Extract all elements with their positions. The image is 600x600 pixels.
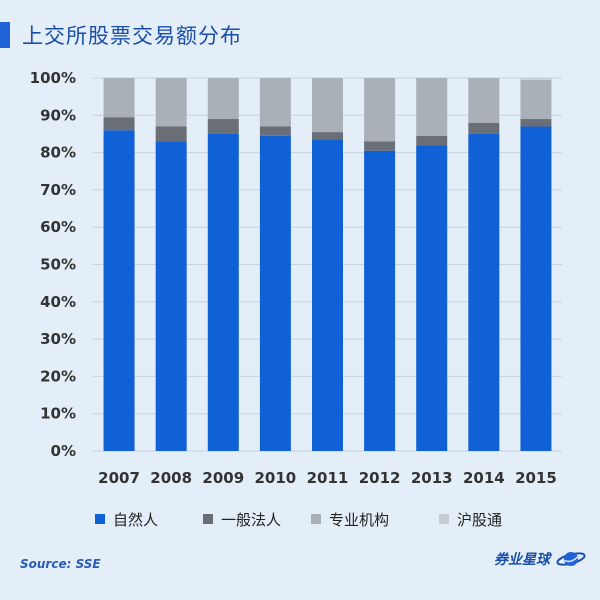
- legend-label: 自然人: [113, 511, 158, 529]
- legend-label: 专业机构: [329, 511, 389, 529]
- bar-segment: [155, 126, 187, 142]
- y-tick-label: 40%: [40, 293, 76, 311]
- bar-segment: [312, 132, 343, 140]
- planet-icon: [556, 552, 586, 566]
- brand: 券业星球: [494, 548, 586, 570]
- legend-swatch: [439, 514, 449, 524]
- bar-segment: [312, 139, 343, 452]
- bar-segment: [468, 78, 500, 123]
- bar-segment: [416, 78, 448, 136]
- y-tick-label: 70%: [40, 181, 76, 199]
- y-tick-label: 50%: [40, 256, 76, 274]
- legend-swatch: [203, 514, 213, 524]
- y-tick-label: 10%: [40, 405, 76, 423]
- bar-segment: [207, 119, 239, 134]
- y-tick-label: 90%: [40, 106, 76, 124]
- bar-segment: [103, 78, 135, 118]
- y-tick-label: 30%: [40, 330, 76, 348]
- y-tick-label: 60%: [40, 218, 76, 236]
- source-note: Source: SSE: [20, 557, 101, 571]
- bar-segment: [312, 78, 343, 133]
- bar-segment: [364, 78, 396, 142]
- y-tick-label: 0%: [51, 442, 76, 460]
- title-bar: 上交所股票交易额分布: [0, 22, 242, 48]
- bar-segment: [155, 141, 187, 451]
- brand-name: 券业星球: [494, 552, 550, 568]
- legend-swatch: [95, 514, 105, 524]
- chart-title: 上交所股票交易额分布: [22, 24, 242, 48]
- y-tick-label: 100%: [30, 69, 76, 87]
- bar-segment: [207, 133, 239, 451]
- bar-segment: [364, 150, 396, 452]
- bar-segment: [520, 119, 552, 127]
- x-tick-label: 2012: [359, 469, 401, 487]
- bar-segment: [416, 135, 448, 146]
- bar-segment: [259, 78, 291, 127]
- x-tick-label: 2007: [98, 469, 140, 487]
- x-tick-label: 2015: [515, 469, 557, 487]
- bar-segment: [103, 117, 135, 131]
- bar-segment: [259, 126, 291, 136]
- x-tick-label: 2009: [202, 469, 244, 487]
- x-tick-label: 2010: [255, 469, 297, 487]
- x-tick-label: 2008: [150, 469, 192, 487]
- legend-label: 一般法人: [221, 511, 281, 529]
- bar-segment: [520, 79, 552, 120]
- bar-segment: [259, 135, 291, 451]
- bar-segment: [520, 126, 552, 452]
- x-tick-label: 2013: [411, 469, 453, 487]
- title-accent-bar: [0, 22, 10, 48]
- x-tick-label: 2011: [307, 469, 349, 487]
- legend-swatch: [311, 514, 321, 524]
- bar-segment: [364, 141, 396, 151]
- bar-segment: [468, 133, 500, 451]
- y-tick-label: 80%: [40, 144, 76, 162]
- bar-segment: [155, 78, 187, 127]
- bar-segment: [520, 78, 552, 80]
- legend-label: 沪股通: [457, 511, 502, 529]
- bar-segment: [103, 130, 135, 451]
- y-tick-label: 20%: [40, 367, 76, 385]
- bar-segment: [416, 145, 448, 451]
- bar-segment: [468, 122, 500, 134]
- x-tick-label: 2014: [463, 469, 505, 487]
- bar-segment: [207, 78, 239, 120]
